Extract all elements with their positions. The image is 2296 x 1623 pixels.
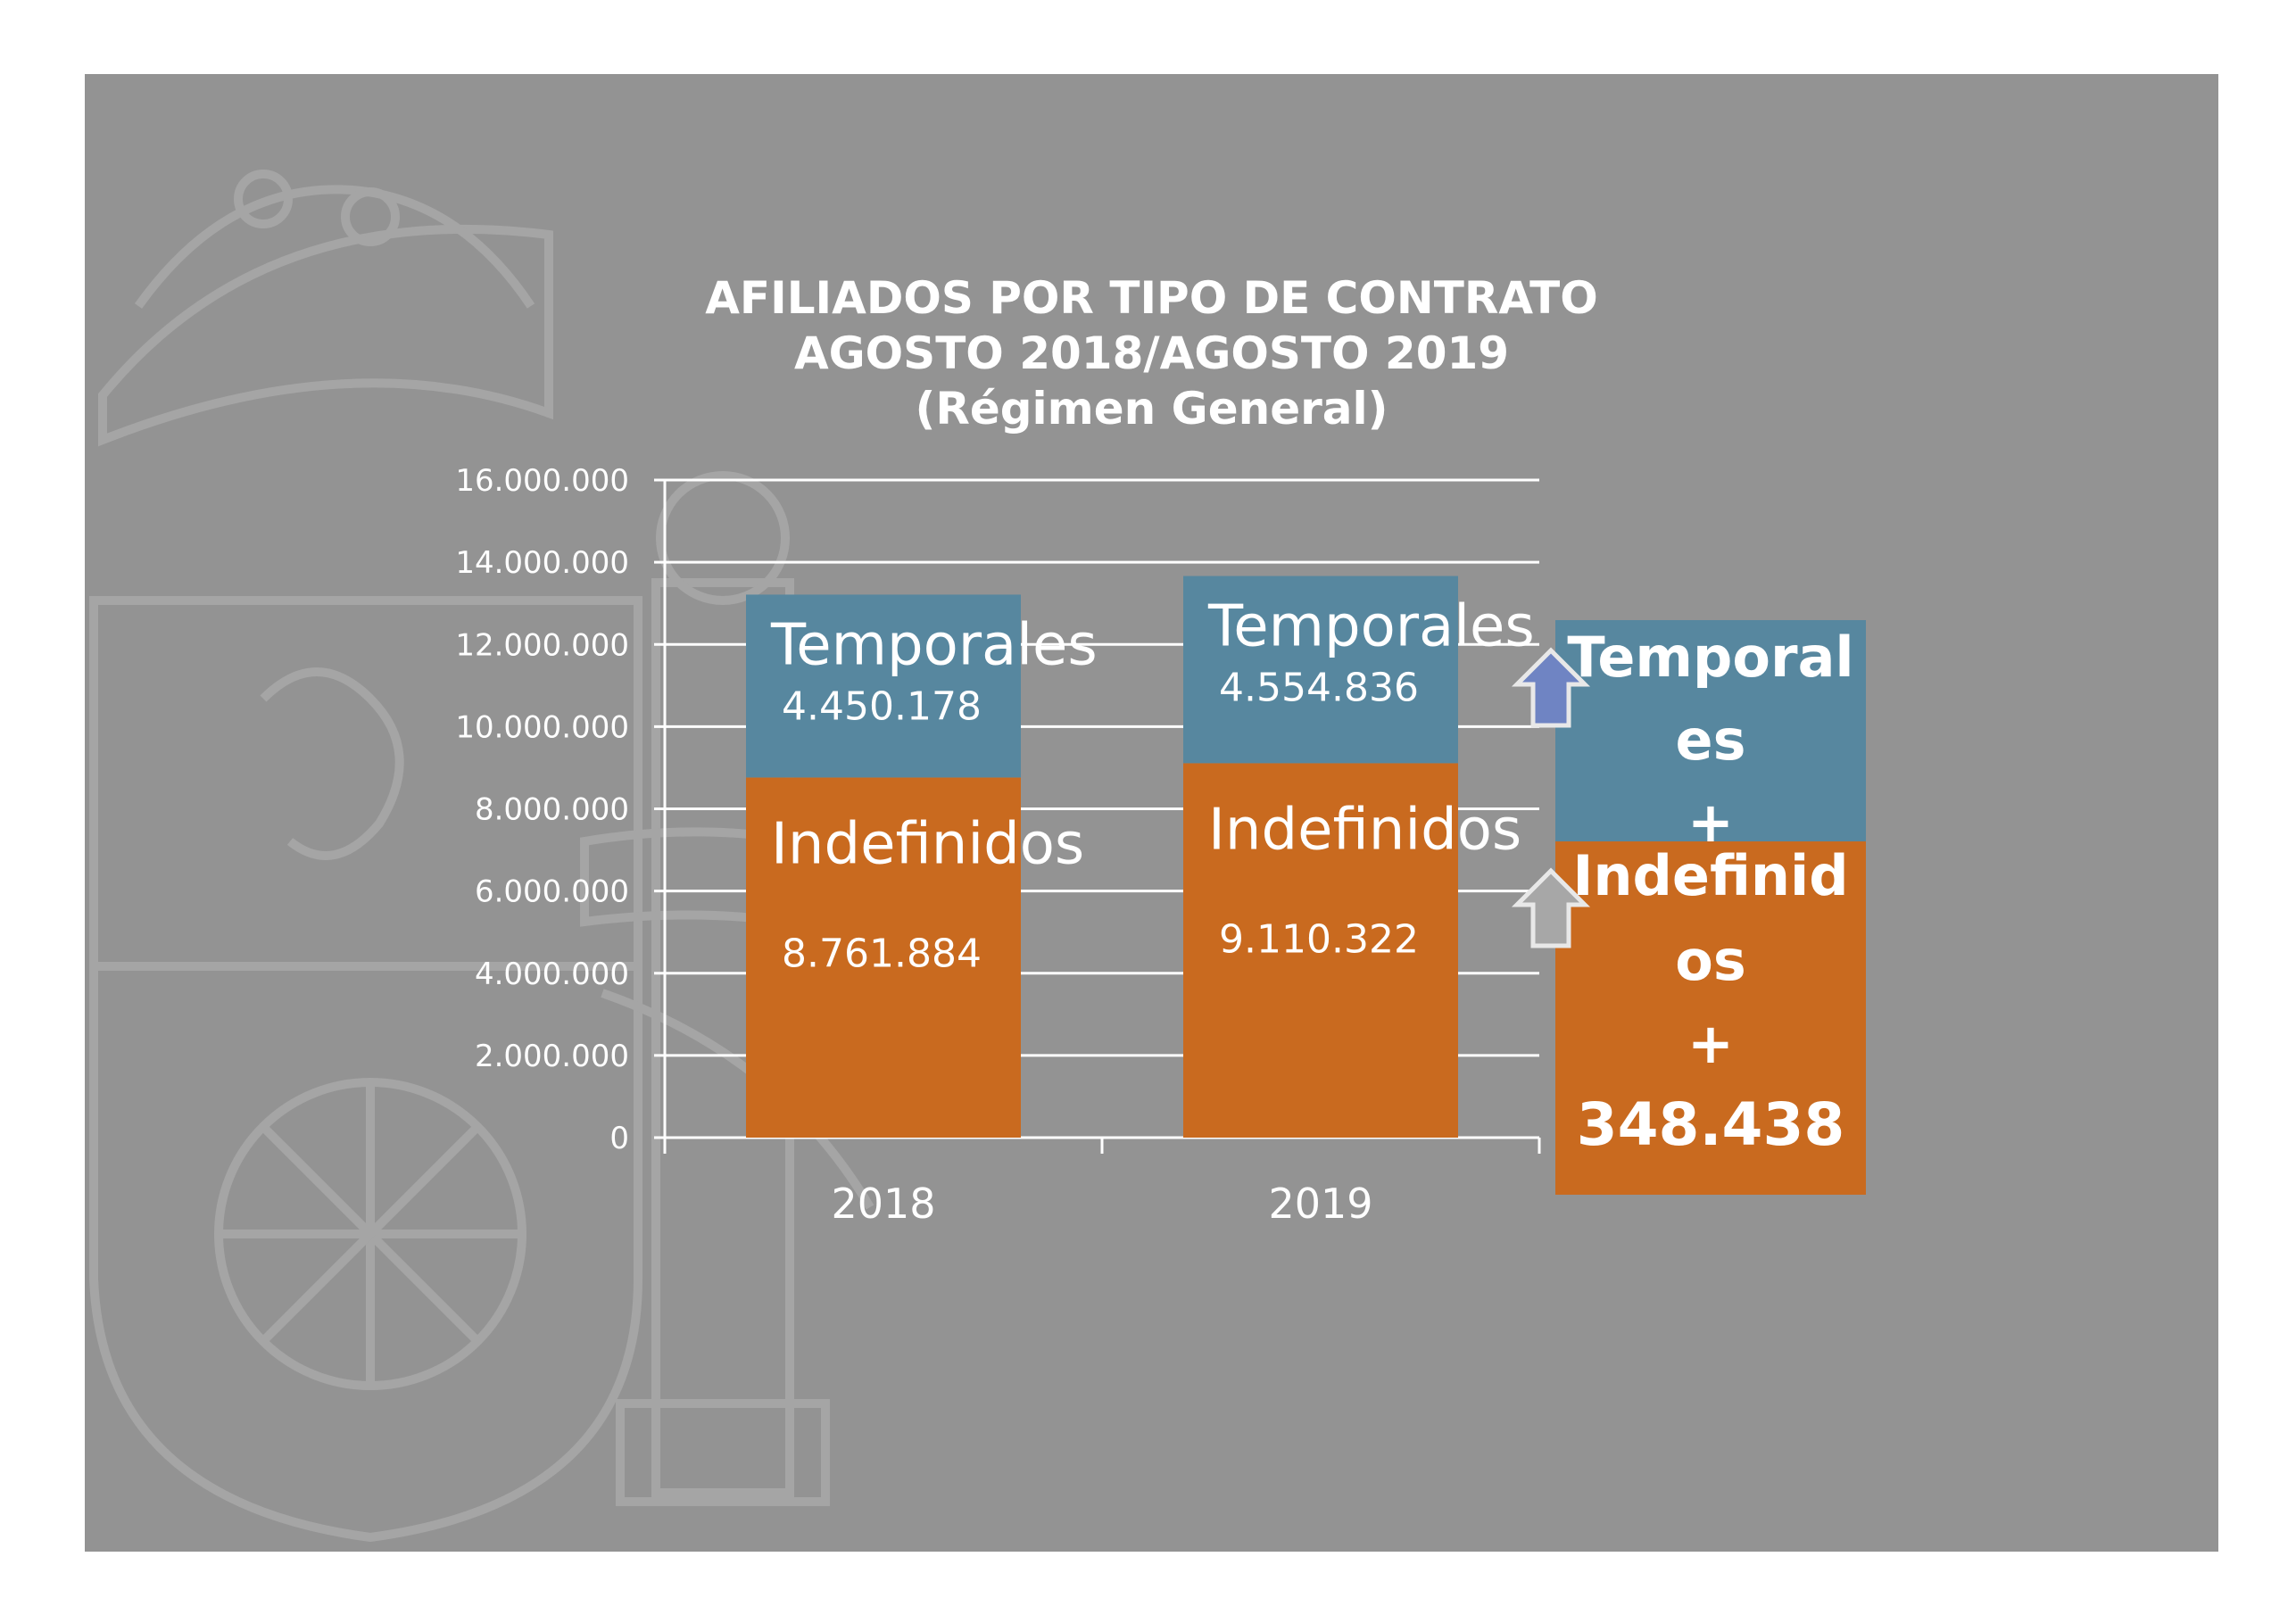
change-text-indefinidos: + — [1687, 1011, 1734, 1076]
series-label-indefinidos: Indefinidos — [1208, 797, 1521, 863]
bar-indefinidos — [1183, 763, 1458, 1138]
y-tick-label: 4.000.000 — [475, 956, 629, 992]
data-label-indefinidos: 9.110.322 — [1219, 916, 1419, 962]
change-text-temporales: es — [1676, 708, 1746, 773]
y-tick-label: 16.000.000 — [455, 463, 629, 499]
x-tick-label: 2018 — [831, 1180, 935, 1228]
y-tick-label: 8.000.000 — [475, 792, 629, 828]
slide: AFILIADOS POR TIPO DE CONTRATO AGOSTO 20… — [85, 74, 2218, 1552]
chart-title: AFILIADOS POR TIPO DE CONTRATO — [705, 272, 1598, 324]
y-tick-label: 10.000.000 — [455, 709, 629, 745]
change-box-indefinidos — [1555, 841, 1866, 1195]
change-box-temporales — [1555, 620, 1866, 859]
data-label-temporales: 4.554.836 — [1219, 666, 1419, 711]
y-tick-label: 12.000.000 — [455, 627, 629, 663]
stacked-bar-chart: 0 2.000.000 4.000.000 6.000.000 8.000.000 10.… — [455, 463, 1866, 1228]
data-label-indefinidos: 8.761.884 — [782, 931, 982, 976]
bar-indefinidos — [746, 777, 1021, 1138]
chart-subtitle: AGOSTO 2018/AGOSTO 2019 — [793, 327, 1510, 379]
bar-temporales — [746, 594, 1021, 778]
data-label-temporales: 4.450.178 — [782, 683, 982, 729]
change-text-indefinidos: 348.438 — [1577, 1090, 1845, 1159]
arrow-up-icon — [1511, 647, 1591, 728]
y-tick-label: 14.000.000 — [455, 545, 629, 581]
chart-subtitle-regime: (Régimen General) — [915, 383, 1388, 435]
series-label-temporales: Temporales — [770, 612, 1098, 678]
series-label-indefinidos: Indefinidos — [771, 811, 1084, 877]
series-label-temporales: Temporales — [1207, 594, 1535, 660]
y-tick-label: 6.000.000 — [475, 874, 629, 910]
y-tick-label: 2.000.000 — [475, 1039, 629, 1074]
bar-temporales — [1183, 576, 1458, 764]
change-text-temporales: + — [1687, 790, 1734, 855]
arrow-up-outline-icon — [1511, 867, 1591, 948]
change-text-temporales: Temporal — [1567, 625, 1853, 690]
x-tick-label: 2019 — [1268, 1180, 1372, 1228]
change-text-indefinidos: Indefinid — [1572, 843, 1848, 908]
y-tick-label: 0 — [609, 1121, 629, 1156]
change-text-indefinidos: os — [1675, 928, 1746, 993]
